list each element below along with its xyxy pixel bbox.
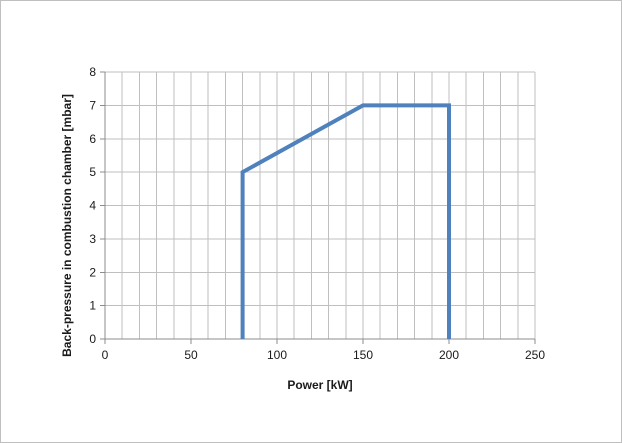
y-axis-title: Back-pressure in combustion chamber [mba… <box>60 94 74 357</box>
x-tick-label: 150 <box>353 348 373 362</box>
x-tick-label: 50 <box>184 348 198 362</box>
y-tick-label: 2 <box>89 265 96 279</box>
x-tick-label: 100 <box>267 348 287 362</box>
horizontal-gridlines <box>105 71 535 340</box>
x-tick-label: 0 <box>102 348 109 362</box>
series-group <box>240 103 451 340</box>
x-tick-labels: 0 50 100 150 200 250 <box>102 339 545 362</box>
y-tick-labels: 0 1 2 3 4 5 6 7 8 <box>89 65 105 346</box>
y-tick-label: 7 <box>89 98 96 112</box>
x-axis-title: Power [kW] <box>287 378 352 392</box>
y-tick-label: 3 <box>89 232 96 246</box>
y-tick-label: 1 <box>89 299 96 313</box>
y-tick-label: 8 <box>89 65 96 79</box>
y-tick-label: 4 <box>89 199 96 213</box>
x-tick-label: 250 <box>525 348 545 362</box>
y-tick-label: 0 <box>89 332 96 346</box>
y-tick-label: 6 <box>89 132 96 146</box>
x-tick-label: 200 <box>439 348 459 362</box>
y-tick-label: 5 <box>89 165 96 179</box>
